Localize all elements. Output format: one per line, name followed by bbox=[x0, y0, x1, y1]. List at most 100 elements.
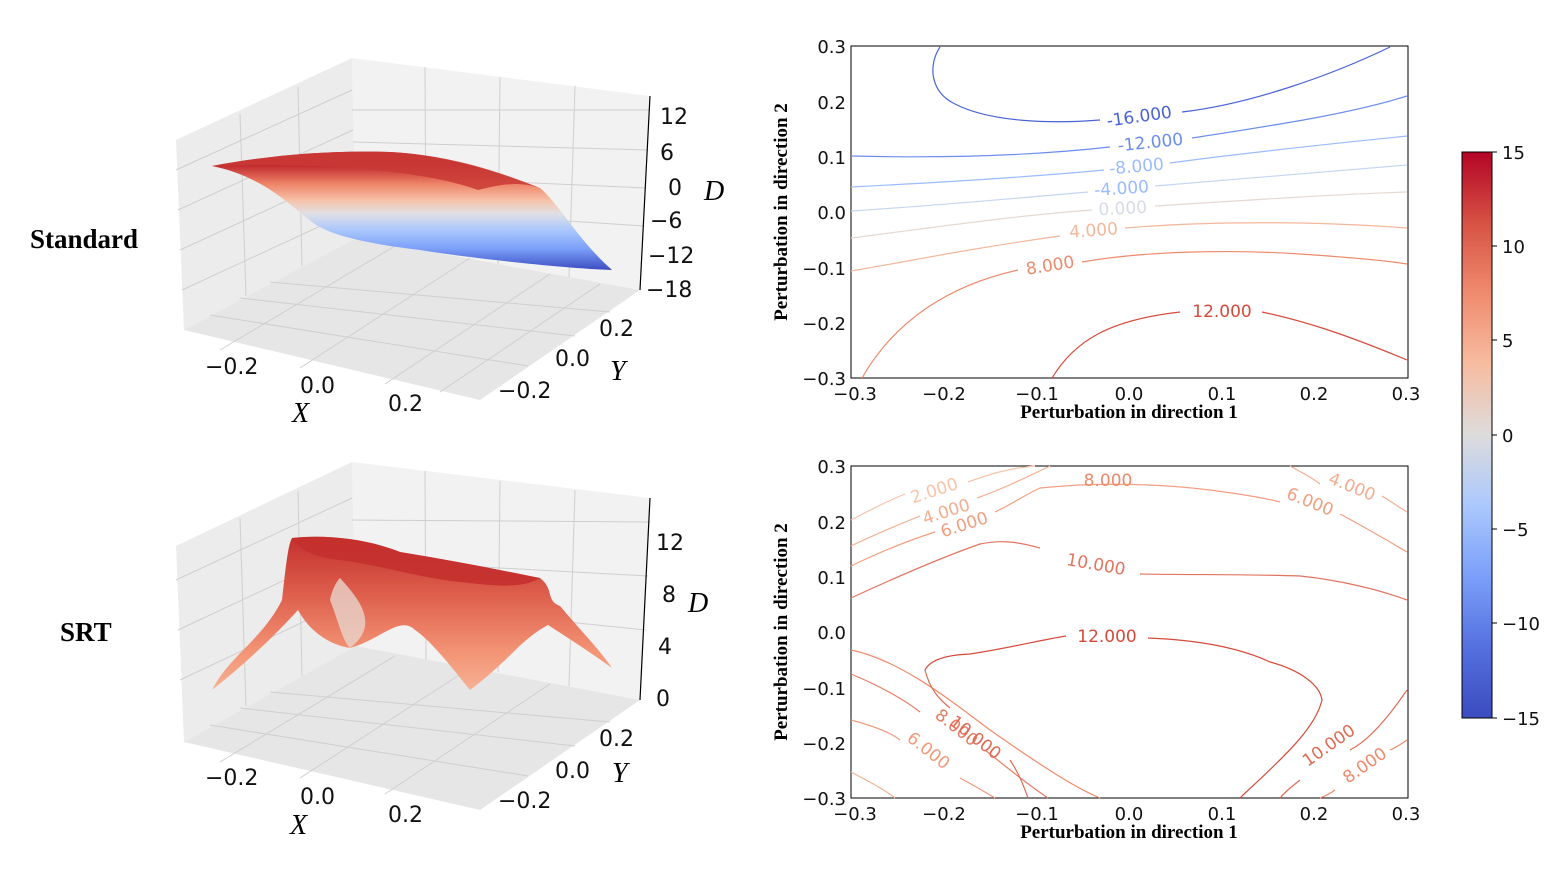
y-tick: 0.3 bbox=[817, 457, 846, 478]
y-axis-label: Perturbation in direction 2 bbox=[771, 523, 792, 741]
y-tick: 0.3 bbox=[817, 37, 846, 58]
z-tick: 12 bbox=[656, 531, 684, 556]
plot-frame bbox=[850, 465, 1409, 799]
x-axis-label: X bbox=[289, 810, 308, 841]
contour-line bbox=[850, 465, 1036, 521]
contour-line bbox=[850, 95, 1408, 158]
y-axis-label: Perturbation in direction 2 bbox=[771, 103, 792, 321]
x-tick: 0.0 bbox=[300, 374, 335, 399]
y-tick: −0.2 bbox=[802, 314, 846, 335]
srt-contour-plot: 2.000 4.000 6.000 8.000 10.000 12.000 4.… bbox=[771, 457, 1420, 843]
contour-line bbox=[850, 483, 1408, 567]
z-tick: 0 bbox=[668, 176, 682, 201]
x-axis-label: X bbox=[291, 398, 310, 429]
x-tick: −0.1 bbox=[1015, 804, 1059, 825]
colorbar-tick: −10 bbox=[1502, 614, 1540, 635]
contour-label: 4.000 bbox=[1069, 219, 1119, 242]
surface-ridge bbox=[212, 151, 540, 190]
colorbar: 15 10 5 0 −5 −10 −15 bbox=[1461, 143, 1540, 730]
y-tick: 0.2 bbox=[599, 727, 634, 752]
y-ticks: 0.3 0.2 0.1 0.0 −0.1 −0.2 −0.3 bbox=[802, 457, 846, 810]
x-ticks: −0.3 −0.2 −0.1 0.0 0.1 0.2 0.3 bbox=[833, 384, 1420, 405]
contour-line bbox=[850, 222, 1408, 272]
z-tick: −12 bbox=[648, 244, 694, 269]
contour-label: -8.000 bbox=[1108, 155, 1164, 180]
y-tick: −0.1 bbox=[802, 259, 846, 280]
contour-line bbox=[861, 251, 1408, 379]
colorbar-tick: −5 bbox=[1502, 520, 1529, 541]
x-tick: 0.2 bbox=[1300, 384, 1329, 405]
y-tick: 0.2 bbox=[817, 93, 846, 114]
y-axis-label: Y bbox=[612, 758, 631, 789]
z-tick: −18 bbox=[646, 278, 692, 303]
x-tick: 0.0 bbox=[1115, 384, 1144, 405]
x-tick: −0.1 bbox=[1015, 384, 1059, 405]
y-tick: −0.2 bbox=[498, 379, 551, 404]
x-tick: 0.1 bbox=[1208, 384, 1237, 405]
x-tick: −0.2 bbox=[922, 804, 966, 825]
z-tick: −6 bbox=[650, 209, 682, 234]
x-tick: 0.2 bbox=[388, 392, 423, 417]
pane-left bbox=[176, 58, 356, 330]
z-tick: 6 bbox=[660, 141, 674, 166]
x-tick: 0.2 bbox=[388, 803, 423, 828]
contour-label: -4.000 bbox=[1094, 177, 1150, 201]
contour-line bbox=[850, 771, 896, 799]
row-label-standard: Standard bbox=[30, 224, 138, 254]
z-tick: 12 bbox=[660, 105, 688, 130]
x-tick: −0.2 bbox=[922, 384, 966, 405]
contour-label: 12.000 bbox=[1077, 627, 1136, 647]
row-label-srt: SRT bbox=[60, 617, 112, 647]
contour-labels: -16.000 -12.000 -8.000 -4.000 0.000 4.00… bbox=[1025, 103, 1252, 322]
y-tick: 0.0 bbox=[817, 623, 846, 644]
x-axis-label: Perturbation in direction 1 bbox=[1020, 402, 1238, 423]
z-tick: 4 bbox=[658, 635, 672, 660]
contour-lines bbox=[850, 46, 1408, 379]
x-tick: 0.3 bbox=[1392, 804, 1421, 825]
contour-lines bbox=[850, 465, 1408, 799]
y-tick: 0.2 bbox=[599, 317, 634, 342]
z-axis-label: D bbox=[703, 176, 724, 207]
y-tick: 0.0 bbox=[555, 759, 590, 784]
y-tick: 0.1 bbox=[817, 568, 846, 589]
colorbar-tick: 15 bbox=[1502, 143, 1525, 164]
y-axis-label: Y bbox=[610, 356, 629, 387]
colorbar-tick: −15 bbox=[1502, 709, 1540, 730]
y-tick: −0.2 bbox=[498, 789, 551, 814]
colorbar-tick: 10 bbox=[1502, 237, 1525, 258]
contour-line bbox=[932, 46, 1391, 123]
surface-dip bbox=[330, 578, 366, 648]
contour-line bbox=[850, 465, 1408, 547]
colorbar-tick: 0 bbox=[1502, 426, 1513, 447]
x-tick: −0.3 bbox=[833, 804, 877, 825]
x-tick: −0.2 bbox=[205, 355, 258, 380]
y-tick: 0.0 bbox=[817, 203, 846, 224]
y-ticks: −0.2 0.0 0.2 bbox=[498, 727, 634, 814]
contour-line bbox=[850, 649, 1101, 799]
x-ticks: −0.3 −0.2 −0.1 0.0 0.1 0.2 0.3 bbox=[833, 804, 1420, 825]
y-tick: −0.3 bbox=[802, 789, 846, 810]
x-tick: 0.2 bbox=[1300, 804, 1329, 825]
y-tick: −0.3 bbox=[802, 369, 846, 390]
colorbar-ticks: 15 10 5 0 −5 −10 −15 bbox=[1502, 143, 1540, 730]
z-ticks: 12 6 0 −6 −12 −18 bbox=[646, 105, 694, 303]
x-axis-label: Perturbation in direction 1 bbox=[1020, 822, 1238, 843]
x-ticks: −0.2 0.0 0.2 bbox=[205, 355, 423, 417]
z-tick: 8 bbox=[662, 583, 676, 608]
contour-line bbox=[1319, 739, 1408, 799]
y-tick: −0.1 bbox=[802, 679, 846, 700]
y-tick: 0.0 bbox=[555, 347, 590, 372]
z-axis-line bbox=[639, 95, 651, 291]
contour-line bbox=[1051, 311, 1408, 379]
contour-line bbox=[924, 669, 1029, 799]
colorbar-tick: 5 bbox=[1502, 331, 1513, 352]
z-tick: 0 bbox=[656, 687, 670, 712]
pane-left bbox=[176, 462, 356, 742]
standard-surface-plot: 12 6 0 −6 −12 −18 D −0.2 0.0 0.2 X −0.2 … bbox=[175, 58, 724, 429]
contour-line bbox=[850, 719, 996, 799]
x-tick: 0.3 bbox=[1392, 384, 1421, 405]
x-tick: 0.0 bbox=[300, 785, 335, 810]
colorbar-tick-marks bbox=[1492, 151, 1497, 719]
y-ticks: 0.3 0.2 0.1 0.0 −0.1 −0.2 −0.3 bbox=[802, 37, 846, 390]
